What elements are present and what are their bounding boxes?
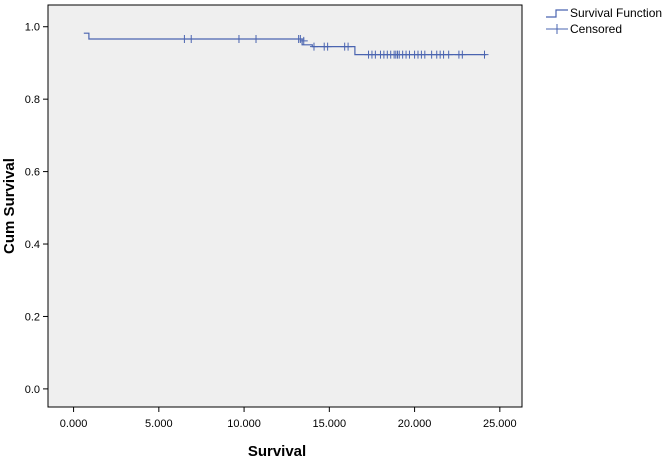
y-axis-title: Cum Survival bbox=[1, 158, 18, 254]
x-axis: 0.000 5.000 10.000 15.000 20.000 25.000 bbox=[60, 407, 517, 430]
censored-marker bbox=[234, 35, 243, 44]
censored-marker bbox=[187, 35, 196, 44]
x-tick-label: 15.000 bbox=[313, 418, 347, 430]
legend-label-survival-function: Survival Function bbox=[570, 6, 662, 20]
legend-step-icon bbox=[546, 9, 568, 18]
censored-marker bbox=[309, 42, 318, 51]
censored-marker bbox=[323, 42, 332, 51]
y-tick-label: 0.2 bbox=[25, 311, 40, 323]
censored-markers-layer bbox=[180, 35, 489, 59]
x-tick-label: 20.000 bbox=[398, 418, 432, 430]
censored-marker bbox=[296, 35, 305, 44]
censored-marker bbox=[444, 50, 453, 59]
survival-function-line bbox=[83, 32, 487, 56]
y-tick-label: 1.0 bbox=[25, 22, 40, 34]
legend-label-censored: Censored bbox=[570, 22, 622, 36]
x-tick-label: 5.000 bbox=[145, 418, 173, 430]
plot-area bbox=[47, 4, 523, 408]
y-tick-label: 0.6 bbox=[25, 167, 40, 179]
y-tick-label: 0.0 bbox=[25, 384, 40, 396]
y-tick-label: 0.8 bbox=[25, 94, 40, 106]
survival-curve-layer bbox=[83, 32, 487, 56]
x-tick-label: 0.000 bbox=[60, 418, 88, 430]
censored-marker bbox=[252, 35, 261, 44]
y-axis: 0.0 0.2 0.4 0.6 0.8 1.0 bbox=[25, 22, 48, 396]
x-tick-label: 25.000 bbox=[483, 418, 517, 430]
legend-censor-icon bbox=[546, 24, 568, 34]
x-tick-label: 10.000 bbox=[227, 418, 261, 430]
censored-marker bbox=[180, 35, 189, 44]
censored-marker bbox=[458, 50, 467, 59]
censored-marker bbox=[480, 50, 489, 59]
y-tick-label: 0.4 bbox=[25, 239, 40, 251]
censored-marker bbox=[344, 42, 353, 51]
legend: Survival Function Censored bbox=[546, 6, 662, 36]
x-axis-title: Survival bbox=[248, 443, 306, 460]
censored-marker bbox=[299, 36, 308, 45]
censored-marker bbox=[420, 50, 429, 59]
